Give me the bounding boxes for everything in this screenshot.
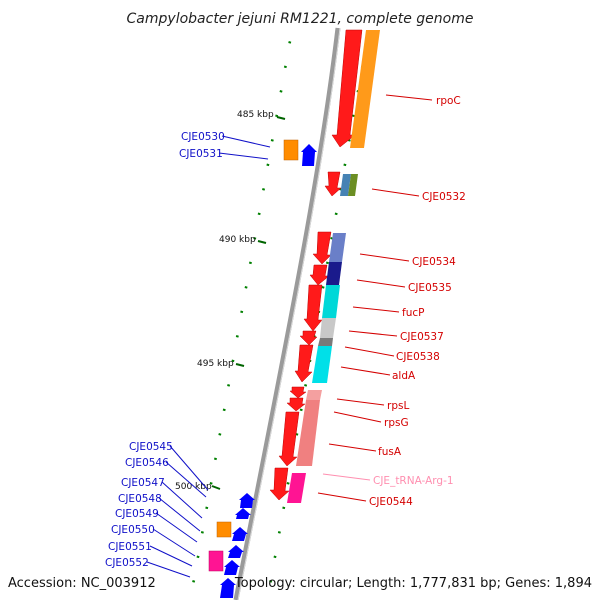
tick-dash	[269, 580, 273, 583]
gene-CJE0552[interactable]	[220, 578, 236, 598]
gene-CJE0537[interactable]	[299, 330, 318, 346]
genome-summary: Topology: circular; Length: 1,777,831 bp…	[234, 576, 592, 591]
gene-CJE0535[interactable]	[309, 264, 330, 286]
gene-rpsG[interactable]	[286, 397, 306, 412]
label-rpoC[interactable]: rpoC	[436, 95, 461, 107]
tick-dash	[235, 335, 239, 338]
genome-backbone	[233, 27, 341, 600]
tick-dash	[257, 212, 261, 216]
tick-dash	[231, 359, 235, 363]
tick-dash	[218, 433, 222, 436]
tick-dash	[240, 310, 244, 314]
right-labels: rpoC CJE0532 CJE0534 CJE0535 fucP CJE053…	[369, 95, 466, 508]
tick-dash	[282, 506, 286, 510]
accession-text: Accession: NC_003912	[8, 576, 156, 591]
forward-cog-bands	[287, 30, 380, 503]
label-CJE0530[interactable]: CJE0530	[181, 131, 225, 143]
gene-CJE0531[interactable]	[301, 144, 317, 166]
tick-label-485: 485 kbp	[237, 110, 274, 120]
right-connectors	[317, 94, 433, 502]
tick-dash	[192, 580, 196, 583]
forward-genes	[269, 29, 363, 501]
gene-CJE0549[interactable]	[228, 545, 244, 558]
tick-dash	[270, 139, 274, 142]
label-CJE0549[interactable]: CJE0549	[115, 508, 159, 520]
left-connectors	[146, 135, 271, 578]
tick-dash	[227, 384, 231, 387]
label-CJE0538[interactable]: CJE0538	[396, 351, 440, 363]
gene-CJE0530-band[interactable]	[283, 139, 299, 161]
tick-dash	[283, 65, 287, 69]
tick-dash	[205, 506, 209, 510]
gene-CJE0534[interactable]	[312, 231, 332, 265]
label-CJE0550[interactable]: CJE0550	[111, 524, 155, 536]
tick-dash	[325, 261, 329, 265]
tick-dash	[248, 261, 252, 265]
tick-label-490: 490 kbp	[219, 235, 256, 245]
map-title: Campylobacter jejuni RM1221, complete ge…	[127, 11, 474, 27]
tick-dash	[209, 482, 213, 485]
tick-dash	[334, 212, 338, 216]
label-CJE0537[interactable]: CJE0537	[400, 331, 444, 343]
gene-CJE0546[interactable]	[235, 508, 251, 519]
label-rpsL[interactable]: rpsL	[387, 400, 409, 412]
label-CJE0545[interactable]: CJE0545	[129, 441, 173, 453]
tick-dash	[275, 114, 279, 118]
tick-dash	[279, 90, 283, 93]
label-CJE0544[interactable]: CJE0544	[369, 496, 413, 508]
tick-dash	[273, 555, 277, 559]
tick-label-495: 495 kbp	[197, 359, 234, 369]
gene-CJE0550-band[interactable]	[208, 550, 224, 572]
tick-dash	[304, 384, 308, 387]
tick-dash	[244, 286, 248, 289]
tick-label-500: 500 kbp	[175, 482, 212, 492]
tick-dash	[286, 482, 290, 485]
gene-CJE0548-band[interactable]	[216, 521, 232, 538]
label-CJE0531[interactable]: CJE0531	[179, 148, 223, 160]
gene-rpsL[interactable]	[289, 386, 307, 399]
gene-CJE0545[interactable]	[239, 493, 255, 508]
label-CJE0548[interactable]: CJE0548	[118, 493, 162, 505]
tick-dash	[213, 457, 218, 461]
tick-dash	[343, 163, 347, 167]
label-CJE0532[interactable]: CJE0532	[422, 191, 466, 203]
tick-dash	[222, 408, 226, 412]
gene-rpoC[interactable]	[331, 29, 363, 148]
tick-dash	[196, 555, 200, 559]
tick-dash	[299, 408, 303, 412]
tick-dash	[253, 237, 257, 240]
reverse-genes	[208, 139, 317, 598]
label-rpsG[interactable]: rpsG	[384, 417, 409, 429]
label-CJE0535[interactable]: CJE0535	[408, 282, 452, 294]
gene-fusA[interactable]	[278, 411, 300, 467]
tick-dash	[321, 286, 325, 289]
gene-CJE0551[interactable]	[224, 560, 240, 575]
label-CJE0551[interactable]: CJE0551	[108, 541, 152, 553]
gene-CJE0547[interactable]	[232, 527, 248, 541]
tick-dash	[266, 163, 270, 167]
label-fusA[interactable]: fusA	[378, 446, 402, 458]
gene-fucP[interactable]	[303, 284, 323, 332]
label-CJE0552[interactable]: CJE0552	[105, 557, 149, 569]
label-CJE_tRNA-Arg-1[interactable]: CJE_tRNA-Arg-1	[373, 475, 454, 487]
label-aldA[interactable]: aldA	[392, 370, 416, 382]
gene-CJE0538[interactable]	[294, 344, 314, 383]
tick-dash	[200, 531, 204, 534]
gene-CJE0544[interactable]	[269, 467, 290, 501]
label-CJE0546[interactable]: CJE0546	[125, 457, 169, 469]
tick-dash	[288, 41, 292, 44]
tick-dash	[262, 188, 266, 191]
label-fucP[interactable]: fucP	[402, 307, 424, 319]
label-CJE0534[interactable]: CJE0534	[412, 256, 456, 268]
gene-CJE0532[interactable]	[324, 171, 342, 197]
tick-dash	[277, 531, 281, 534]
scale-ticks	[211, 116, 286, 490]
label-CJE0547[interactable]: CJE0547	[121, 477, 165, 489]
left-labels: CJE0530 CJE0531 CJE0545 CJE0546 CJE0547 …	[105, 131, 225, 569]
